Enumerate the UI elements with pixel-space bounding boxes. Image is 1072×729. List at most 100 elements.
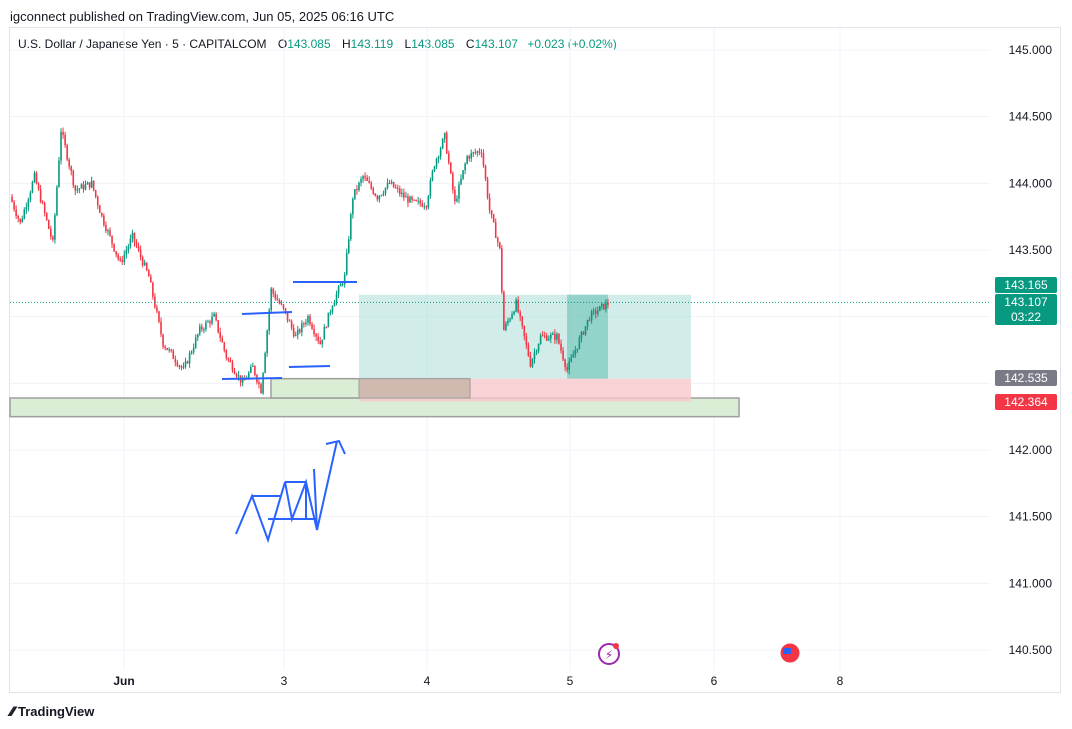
- candle-body: [438, 157, 440, 159]
- candle-body: [507, 321, 509, 324]
- candle-body: [134, 233, 136, 242]
- candle-body: [391, 182, 393, 183]
- candle-body: [283, 304, 285, 308]
- candle-body: [175, 359, 177, 362]
- y-tick-label: 144.500: [1009, 110, 1053, 124]
- y-tick-label: 142.000: [1009, 443, 1053, 457]
- candle-body: [226, 350, 228, 358]
- candle-body: [517, 300, 519, 312]
- candle-body: [164, 347, 166, 348]
- candle-body: [379, 196, 381, 200]
- x-tick-label: Jun: [113, 674, 134, 688]
- candle-body: [568, 362, 570, 371]
- candle-body: [275, 294, 277, 299]
- last-price-label: 03:22: [1011, 310, 1041, 324]
- candle-body: [30, 192, 32, 199]
- candle-body: [495, 222, 497, 238]
- candle-body: [321, 340, 323, 345]
- candle-body: [219, 332, 221, 338]
- candle-body: [117, 255, 119, 259]
- candle-body: [21, 219, 23, 222]
- candle-body: [254, 366, 256, 375]
- candle-body: [270, 289, 272, 311]
- candle-body: [528, 345, 530, 356]
- candle-body: [401, 193, 403, 194]
- candle-body: [597, 311, 599, 314]
- candle-body: [75, 185, 77, 190]
- candle-body: [128, 246, 130, 250]
- candle-body: [11, 197, 13, 202]
- candle-body: [56, 187, 58, 215]
- candle-body: [85, 185, 87, 190]
- candle-body: [450, 163, 452, 174]
- candle-body: [279, 300, 281, 303]
- candle-body: [252, 366, 254, 367]
- candle-body: [560, 344, 562, 351]
- tradingview-logo-icon: ⁄⁄⁄: [10, 703, 14, 719]
- candle-body: [36, 173, 38, 184]
- candle-body: [566, 367, 568, 370]
- candle-body: [146, 263, 148, 271]
- candle-body: [521, 317, 523, 326]
- candle-body: [589, 320, 591, 321]
- candle-body: [481, 153, 483, 154]
- candle-body: [189, 353, 191, 363]
- candle-body: [462, 170, 464, 178]
- candle-body: [297, 330, 299, 335]
- candle-body: [436, 159, 438, 167]
- us-flag-canton: [783, 648, 791, 654]
- target-price-label: 143.165: [1004, 278, 1048, 292]
- candle-body: [601, 304, 603, 306]
- candle-body: [472, 152, 474, 153]
- x-tick-label: 8: [837, 674, 844, 688]
- candle-body: [493, 215, 495, 223]
- candle-body: [336, 294, 338, 302]
- candle-body: [26, 207, 28, 210]
- candle-body: [538, 344, 540, 351]
- candle-body: [81, 184, 83, 188]
- candle-body: [415, 200, 417, 201]
- candle-body: [419, 201, 421, 204]
- candle-body: [368, 181, 370, 183]
- candle-body: [150, 276, 152, 282]
- candle-body: [605, 303, 607, 310]
- candle-body: [223, 342, 225, 350]
- y-tick-label: 143.500: [1009, 243, 1053, 257]
- candle-body: [317, 336, 319, 341]
- candle-body: [354, 189, 356, 199]
- candle-body: [470, 153, 472, 158]
- candle-body: [501, 248, 503, 292]
- candle-body: [152, 283, 154, 297]
- candle-body: [38, 184, 40, 190]
- candle-body: [315, 334, 317, 336]
- candle-body: [203, 329, 205, 330]
- candle-body: [503, 292, 505, 330]
- candle-body: [428, 196, 430, 207]
- candle-body: [185, 361, 187, 366]
- candle-body: [417, 201, 419, 202]
- candle-body: [177, 362, 179, 365]
- candle-body: [52, 237, 54, 240]
- x-tick-label: 4: [424, 674, 431, 688]
- candle-body: [393, 182, 395, 187]
- candle-body: [191, 352, 193, 353]
- candle-body: [242, 379, 244, 382]
- candle-body: [411, 197, 413, 200]
- candle-body: [313, 329, 315, 334]
- candle-body: [515, 300, 517, 312]
- trend-line: [289, 366, 330, 367]
- candle-body: [536, 351, 538, 352]
- candle-body: [466, 156, 468, 164]
- candle-body: [487, 179, 489, 198]
- candle-body: [70, 167, 72, 171]
- candle-body: [444, 133, 446, 139]
- candle-body: [40, 189, 42, 202]
- event-dot: [613, 643, 619, 649]
- candle-body: [432, 171, 434, 180]
- candle-body: [350, 214, 352, 239]
- candle-body: [475, 152, 477, 153]
- candle-body: [89, 182, 91, 187]
- candle-body: [172, 351, 174, 359]
- candle-body: [46, 213, 48, 220]
